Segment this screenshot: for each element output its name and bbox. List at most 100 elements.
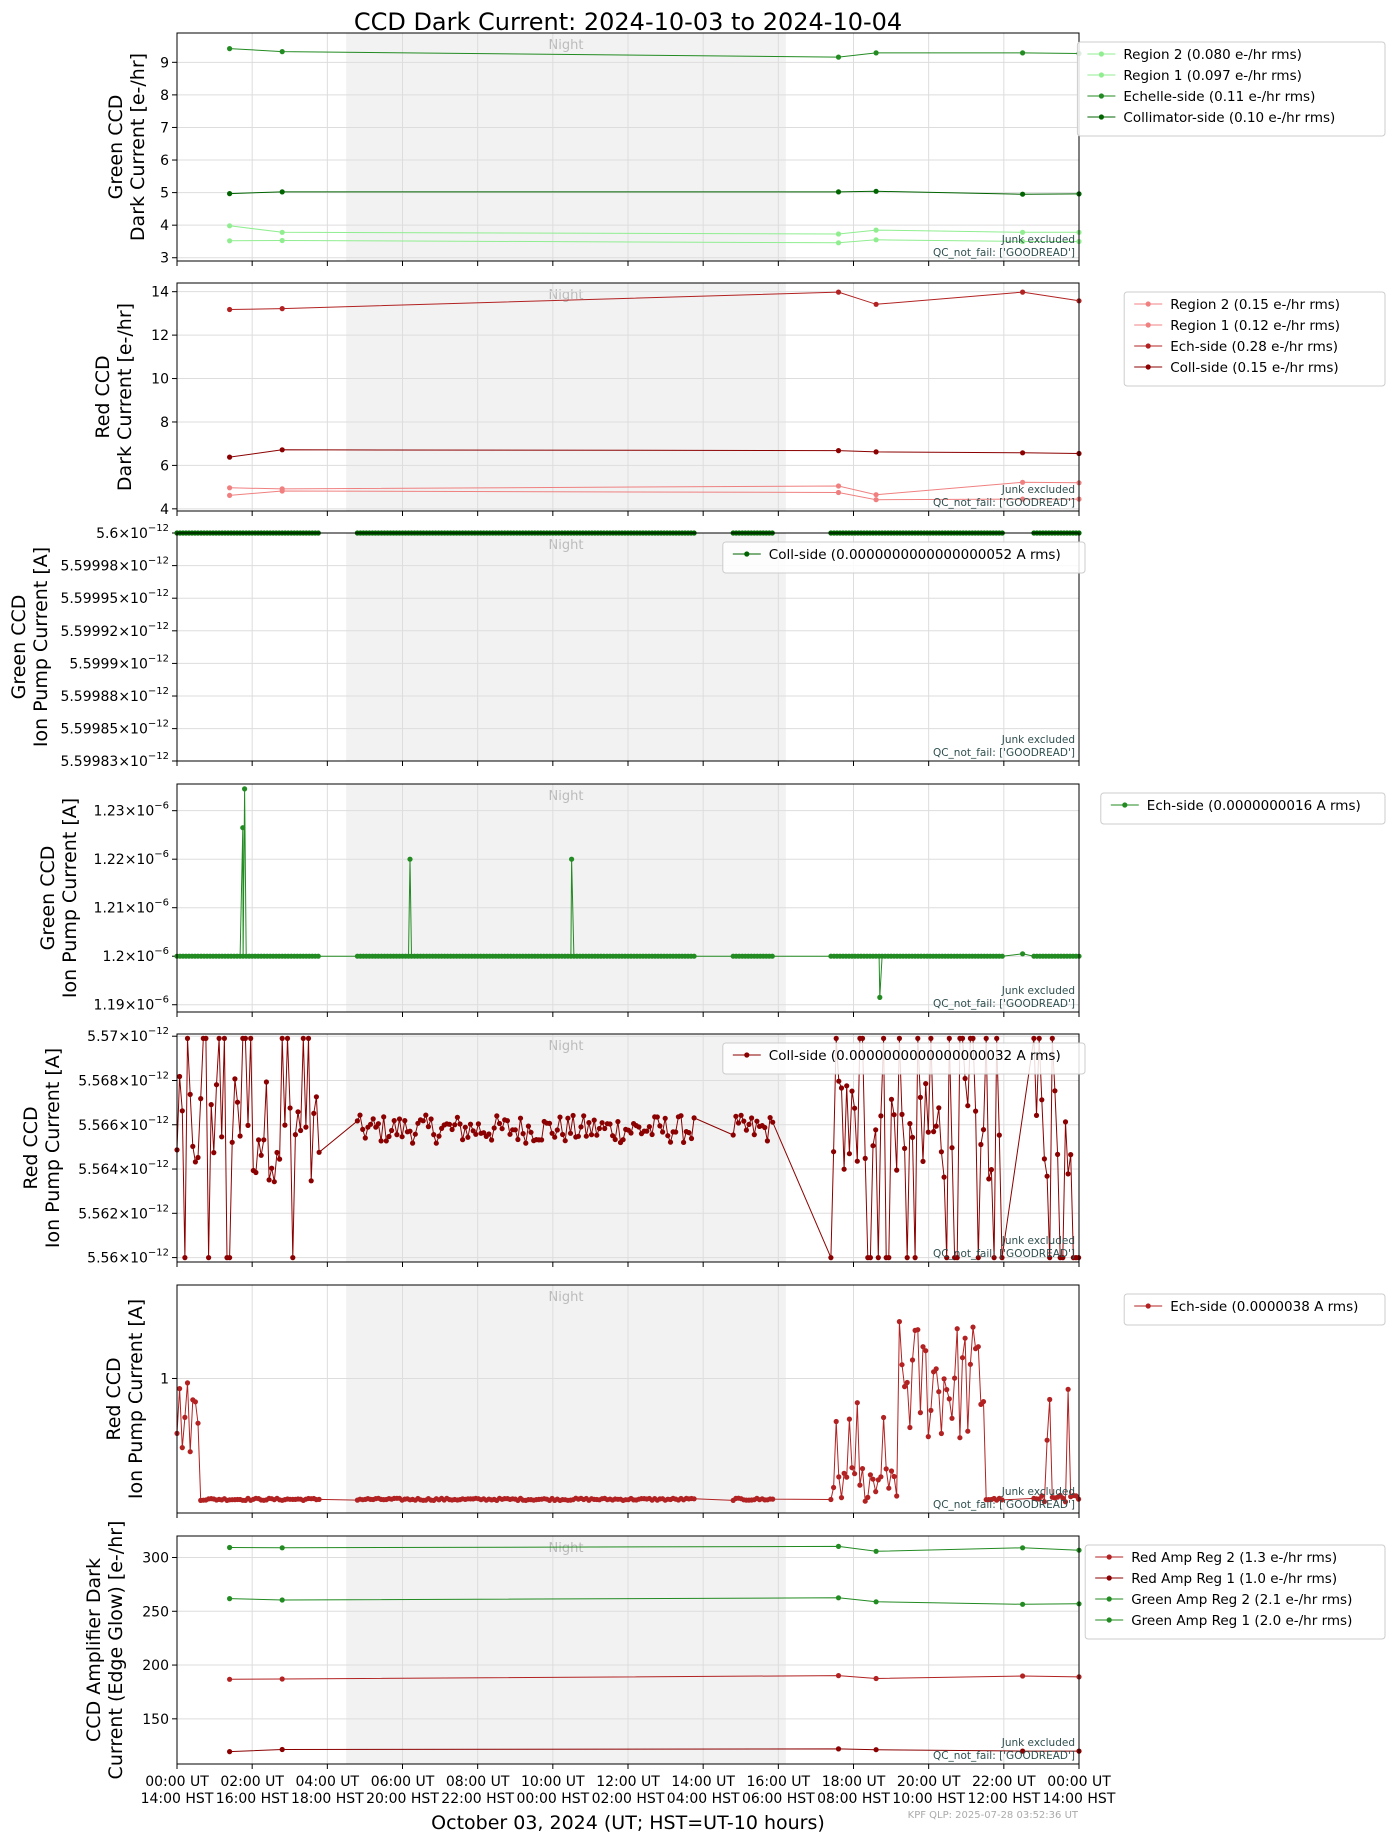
y-tick-label: 7 (160, 120, 169, 136)
data-point (891, 1473, 897, 1480)
data-point (425, 1124, 431, 1130)
y-tick-exponent: −6 (154, 995, 169, 1006)
series-line (229, 481, 1080, 496)
data-point (386, 1133, 392, 1140)
data-point (886, 1485, 892, 1491)
data-point (896, 1319, 903, 1325)
data-point (602, 1125, 608, 1132)
data-point (1020, 289, 1026, 295)
y-tick-label: 5.59995×10−12 (60, 588, 169, 607)
data-point (491, 1125, 497, 1131)
data-point (835, 1595, 842, 1601)
legend-frame (722, 541, 1086, 574)
y-tick-exponent: −12 (148, 1115, 169, 1126)
data-point (370, 1116, 376, 1122)
data-point (565, 1115, 571, 1121)
y-tick-exponent: −12 (148, 1026, 169, 1037)
y-tick-label: 6 (160, 458, 169, 474)
data-point (946, 1396, 952, 1402)
data-point (187, 1449, 193, 1455)
data-point (838, 1495, 845, 1501)
data-point (1020, 951, 1026, 957)
series-line (229, 449, 1080, 458)
legend-entry: Ech-side (0.0000038 A rms) (1170, 1299, 1358, 1315)
panel-frame (176, 783, 1080, 1013)
data-point (242, 1035, 248, 1041)
data-point (203, 1035, 209, 1041)
series-line (229, 490, 1079, 501)
y-tick-label: 10 (151, 372, 169, 388)
data-point (284, 1035, 291, 1041)
legend-swatch-marker (1145, 322, 1151, 328)
data-point (1044, 1437, 1050, 1443)
data-point (896, 1035, 903, 1041)
data-point (902, 1145, 908, 1151)
legend-swatch-marker (1145, 301, 1151, 307)
night-shading (346, 1285, 786, 1513)
data-point (835, 1543, 842, 1549)
x-tick-label-ut: 04:00 UT (296, 1774, 360, 1790)
data-point (738, 1112, 744, 1118)
data-point (389, 1127, 395, 1134)
night-shading (346, 533, 786, 761)
data-point (894, 1493, 900, 1499)
data-point (227, 1255, 233, 1261)
series-line (229, 225, 1079, 235)
y-tick-exponent: −12 (148, 1070, 169, 1081)
data-point (835, 54, 842, 60)
data-point (525, 1123, 532, 1129)
data-point (192, 1159, 198, 1165)
data-point (944, 1387, 950, 1393)
data-point (628, 1130, 634, 1136)
data-point (620, 1137, 626, 1143)
data-point (654, 1114, 660, 1120)
series-1 (227, 479, 1082, 498)
legend-swatch-marker (1145, 364, 1151, 370)
data-point (549, 1130, 555, 1136)
data-point (562, 1138, 568, 1144)
y-tick-mantissa: 5.566×10 (78, 1118, 148, 1134)
data-point (883, 1466, 889, 1472)
x-tick-label-hst: 16:00 HST (216, 1791, 289, 1807)
data-point (933, 1123, 939, 1129)
data-point (938, 1149, 945, 1155)
data-point (754, 1118, 760, 1124)
y-tick-label: 12 (151, 328, 169, 344)
data-point (407, 856, 413, 862)
data-point (182, 1255, 188, 1261)
data-point (227, 492, 233, 498)
data-point (610, 1133, 616, 1139)
data-point (1047, 1255, 1053, 1261)
data-point (279, 1676, 285, 1682)
data-point (454, 1114, 460, 1120)
data-point (279, 1545, 285, 1551)
data-point (846, 1416, 853, 1422)
data-point (489, 1137, 495, 1143)
y-tick-label: 150 (142, 1712, 169, 1728)
data-point (1020, 1601, 1026, 1607)
legend-entry: Echelle-side (0.11 e-/hr rms) (1123, 89, 1315, 105)
panel-frame (176, 532, 1080, 762)
data-point (986, 1176, 992, 1182)
data-point (831, 1484, 837, 1491)
legend-entry: Green Amp Reg 1 (2.0 e-/hr rms) (1131, 1613, 1352, 1629)
series-1 (174, 1319, 1082, 1505)
data-point (938, 1430, 945, 1437)
data-point (1031, 1035, 1037, 1041)
data-point (751, 1132, 757, 1138)
data-point (362, 1135, 368, 1141)
data-point (578, 1124, 584, 1130)
y-tick-label: 4 (160, 218, 169, 234)
note-junk: Junk excluded (1001, 484, 1075, 496)
legend-entry: Red Amp Reg 1 (1.0 e-/hr rms) (1131, 1571, 1337, 1587)
data-point (1020, 479, 1026, 485)
data-point (941, 1376, 947, 1382)
data-point (1041, 1499, 1047, 1505)
data-point (206, 1255, 212, 1261)
data-point (279, 306, 285, 312)
y-tick-label: 5.568×10−12 (78, 1070, 169, 1089)
data-point (1047, 1396, 1053, 1403)
legend-entry: Region 2 (0.080 e-/hr rms) (1123, 47, 1301, 63)
data-point (852, 1105, 858, 1111)
